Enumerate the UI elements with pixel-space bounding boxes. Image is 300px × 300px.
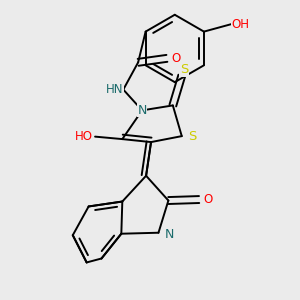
Text: O: O: [203, 193, 213, 206]
Text: HO: HO: [75, 130, 93, 143]
Text: N: N: [137, 104, 147, 117]
Text: N: N: [165, 228, 174, 241]
Text: O: O: [171, 52, 180, 65]
Text: OH: OH: [231, 18, 249, 31]
Text: S: S: [188, 130, 197, 142]
Text: HN: HN: [106, 83, 123, 96]
Text: S: S: [180, 63, 188, 76]
